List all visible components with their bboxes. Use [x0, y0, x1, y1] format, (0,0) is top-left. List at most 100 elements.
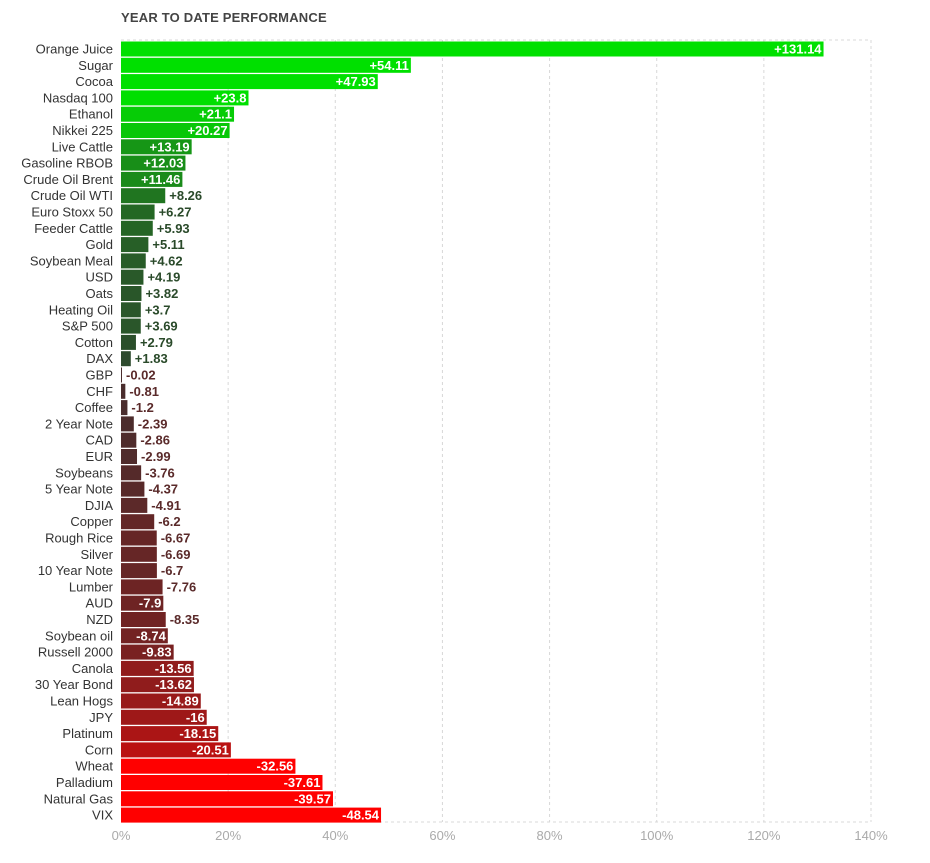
category-label: Corn: [85, 742, 113, 757]
bar: [121, 269, 144, 285]
category-label: GBP: [86, 368, 113, 383]
category-label: Canola: [72, 661, 114, 676]
category-label: Crude Oil Brent: [23, 172, 113, 187]
bar: [121, 432, 137, 448]
data-label: +4.62: [150, 253, 183, 268]
data-label: +54.11: [369, 58, 408, 73]
bar: [121, 791, 333, 807]
bar: [121, 188, 166, 204]
category-label: 30 Year Bond: [35, 677, 113, 692]
data-label: -6.7: [161, 563, 183, 578]
bar: [121, 155, 186, 171]
category-label: Sugar: [78, 58, 113, 73]
bar: [121, 416, 134, 432]
category-label: Soybean Meal: [30, 253, 113, 268]
data-label: -4.91: [151, 498, 181, 513]
x-tick-label: 120%: [747, 828, 781, 843]
data-label: +4.19: [147, 270, 180, 285]
data-label: -16: [186, 710, 205, 725]
x-tick-label: 40%: [322, 828, 348, 843]
category-label: 5 Year Note: [45, 482, 113, 497]
x-axis-ticks: 0% 20% 40% 60% 80% 100% 120% 140%: [112, 828, 888, 843]
bar: [121, 351, 131, 367]
data-label: -8.35: [170, 612, 200, 627]
bar: [121, 90, 249, 106]
category-label: AUD: [86, 596, 113, 611]
bar: [121, 497, 148, 513]
category-label: VIX: [92, 808, 113, 823]
category-label: Natural Gas: [44, 791, 114, 806]
data-label: -0.81: [129, 384, 159, 399]
category-label: Silver: [80, 547, 113, 562]
bar: [121, 628, 168, 644]
category-label: Soybean oil: [45, 628, 113, 643]
category-label: CHF: [86, 384, 113, 399]
bar: [121, 546, 157, 562]
bar: [121, 660, 194, 676]
data-label: -8.74: [136, 628, 166, 643]
bar: [121, 742, 231, 758]
category-label: Crude Oil WTI: [31, 188, 113, 203]
bar: [121, 612, 166, 627]
category-label: Lumber: [69, 579, 114, 594]
bar: [121, 139, 192, 155]
data-label: +11.46: [141, 172, 180, 187]
category-label: Heating Oil: [49, 302, 113, 317]
category-label: Gasoline RBOB: [21, 156, 113, 171]
data-label: +131.14: [774, 42, 822, 57]
data-label: -32.56: [257, 759, 294, 774]
bar: [121, 726, 219, 742]
bar: [121, 465, 142, 481]
bar: [121, 204, 155, 220]
data-label: +6.27: [159, 205, 192, 220]
category-label: CAD: [86, 433, 113, 448]
data-label: +13.19: [150, 139, 190, 154]
data-label: -48.54: [342, 808, 380, 823]
bar: [121, 709, 207, 725]
bar: [121, 530, 157, 546]
data-label: -6.69: [161, 547, 191, 562]
bar: [121, 334, 136, 350]
data-label: -18.15: [179, 726, 216, 741]
data-label: -7.76: [167, 579, 197, 594]
x-tick-label: 80%: [537, 828, 563, 843]
chart-title: YEAR TO DATE PERFORMANCE: [121, 10, 327, 25]
category-label: Lean Hogs: [50, 694, 113, 709]
data-label: -2.86: [140, 433, 170, 448]
data-label: +8.26: [169, 188, 202, 203]
bar: [121, 758, 296, 774]
bar: [121, 253, 146, 269]
bar: [121, 644, 174, 660]
category-label: S&P 500: [62, 319, 113, 334]
bar: [121, 449, 138, 464]
data-label: -13.56: [155, 661, 192, 676]
data-label: -3.76: [145, 465, 175, 480]
bar: [121, 171, 183, 187]
data-label: -20.51: [192, 742, 229, 757]
category-label: NZD: [86, 612, 113, 627]
category-label: USD: [86, 270, 113, 285]
bar: [121, 57, 411, 73]
data-label: +21.1: [199, 107, 232, 122]
category-label: Platinum: [62, 726, 113, 741]
category-label: Live Cattle: [52, 139, 113, 154]
bar: [121, 514, 155, 530]
category-label: Coffee: [75, 400, 113, 415]
x-tick-label: 140%: [854, 828, 888, 843]
data-label: -1.2: [131, 400, 153, 415]
category-label: EUR: [86, 449, 113, 464]
bars: [121, 41, 824, 823]
data-label: -37.61: [284, 775, 321, 790]
bar: [121, 595, 164, 611]
data-label: -2.39: [138, 416, 168, 431]
bar: [121, 220, 153, 236]
x-tick-label: 60%: [429, 828, 455, 843]
x-tick-label: 100%: [640, 828, 674, 843]
category-label: Feeder Cattle: [34, 221, 113, 236]
x-tick-label: 0%: [112, 828, 131, 843]
bar: [121, 302, 141, 318]
category-label: Orange Juice: [36, 42, 113, 57]
data-label: +23.8: [214, 90, 247, 105]
